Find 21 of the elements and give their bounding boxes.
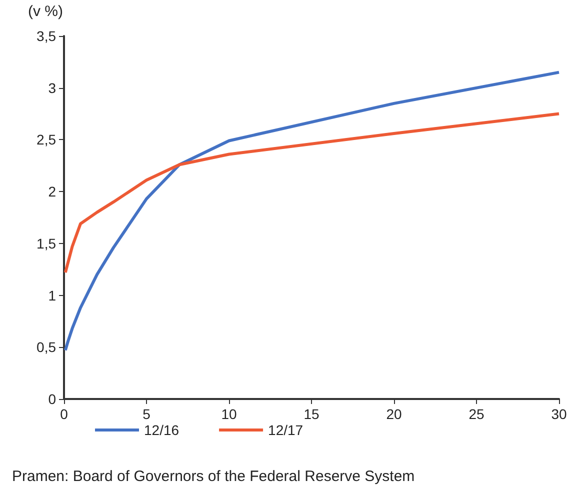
y-tick-label: 2,5	[36, 132, 56, 148]
y-tick-label: 3,5	[36, 28, 56, 44]
legend-label: 12/17	[268, 422, 304, 438]
legend-label: 12/16	[144, 422, 180, 438]
y-tick-label: 1,5	[36, 235, 56, 252]
x-tick-label: 30	[551, 406, 567, 422]
x-tick-label: 5	[142, 406, 151, 422]
x-tick-label: 10	[221, 406, 237, 422]
y-tick-label: 3	[48, 80, 56, 96]
y-tick-label: 1	[48, 287, 56, 304]
y-tick-label: 0,5	[36, 339, 56, 356]
line-series	[64, 112, 560, 274]
text: Pramen: Board of Governors of the Federal Reserve System	[12, 468, 415, 485]
x-tick-label: 0	[60, 406, 68, 422]
x-tick-label: 25	[468, 406, 484, 422]
x-tick-label: 20	[386, 406, 402, 422]
line-series	[64, 70, 560, 352]
y-axis-title: (v %)	[28, 3, 63, 20]
y-tick-label: 2	[48, 184, 56, 200]
x-tick-label: 15	[304, 406, 320, 422]
y-tick-label: 0	[48, 391, 56, 407]
